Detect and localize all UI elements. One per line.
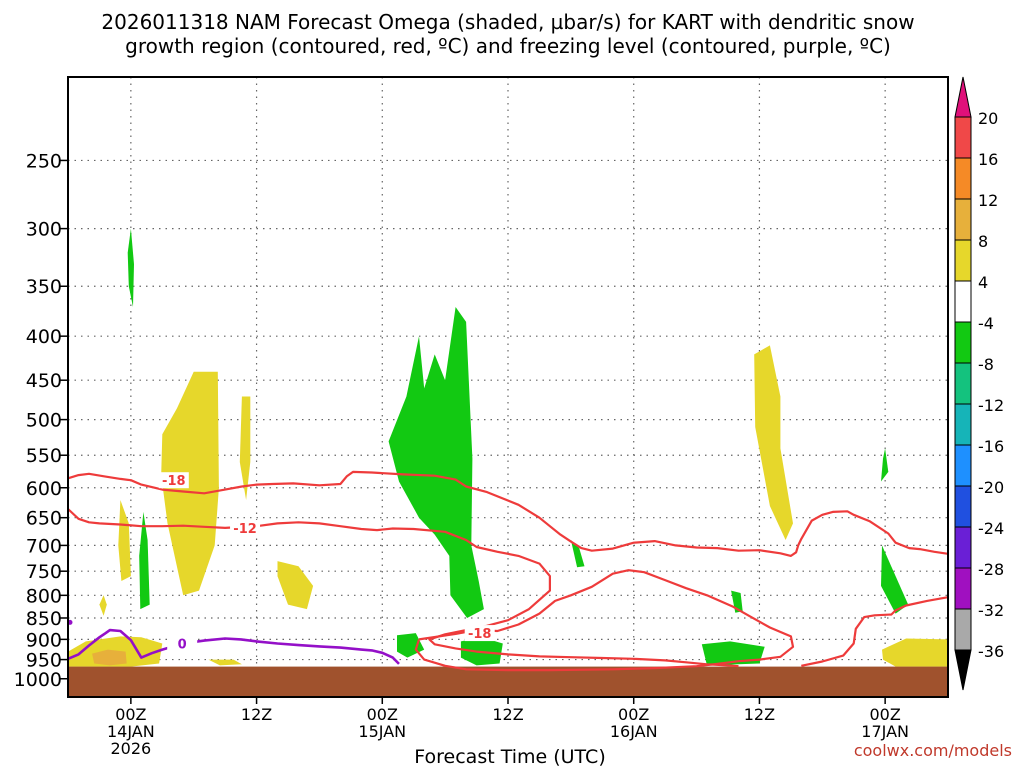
dgz-contour-0 [67,470,949,558]
colorbar-label-2: 12 [978,191,998,210]
dgz-contour-2 [414,569,795,672]
x-tick-label-72: 00Z 17JAN [861,705,909,741]
dgz-contour-1 [67,508,739,668]
y-tick-label-300: 300 [26,219,62,241]
omega-region-14 [754,345,793,540]
y-tick-label-600: 600 [26,478,62,500]
colorbar-box-2 [954,157,972,200]
colorbar-box-4 [954,239,972,282]
freezing-level-contour-label: 0 [178,637,187,652]
y-tick-label-750: 750 [26,561,62,583]
colorbar-label-6: -8 [978,355,994,374]
dgz-contour-1-label-bg [230,519,261,536]
y-tick-label-250: 250 [26,150,62,172]
colorbar-label-8: -16 [978,437,1004,456]
colorbar-box-9 [954,444,972,487]
omega-region-9 [731,590,743,613]
x-tick-label-0: 00Z 14JAN 2026 [107,705,155,758]
y-tick-label-400: 400 [26,326,62,348]
contour-layer: -18 -12 -18 0 [67,470,949,672]
x-tick-label-60: 12Z [744,705,775,724]
omega-fill-layer [68,228,948,697]
dgz-contour-1-label: -12 [233,522,257,537]
colorbar-bottom-arrow [954,649,972,691]
y-tick-label-550: 550 [26,445,62,467]
colorbar-box-5 [954,280,972,323]
colorbar-box-11 [954,526,972,569]
colorbar-label-10: -24 [978,519,1004,538]
omega-region-11 [161,371,219,596]
chart-title: 2026011318 NAM Forecast Omega (shaded, µ… [101,10,914,58]
x-tick-label-24: 00Z 15JAN [358,705,406,741]
omega-region-17 [208,659,242,666]
x-tick-label-48: 00Z 16JAN [610,705,658,741]
colorbar-label-12: -32 [978,601,1004,620]
omega-region-19 [92,649,127,666]
colorbar-box-6 [954,321,972,364]
colorbar-label-3: 8 [978,232,988,251]
omega-region-8 [570,540,585,568]
omega-region-15 [99,595,107,616]
colorbar-label-11: -28 [978,560,1004,579]
dgz-contour-0-label: -18 [162,474,186,489]
chart-title-line-1: 2026011318 NAM Forecast Omega (shaded, µ… [101,10,914,34]
colorbar-label-5: -4 [978,314,994,333]
omega-region-13 [277,561,314,610]
y-tick-label-800: 800 [26,585,62,607]
colorbar-box-8 [954,403,972,446]
omega-region-7 [881,545,909,614]
omega-region-0 [127,228,134,307]
freezing-level-contour-label-bg [167,635,198,652]
colorbar-box-7 [954,362,972,405]
dgz-contour-2-label-bg [464,625,495,642]
x-tick-label-36: 12Z [492,705,523,724]
x-axis-label: Forecast Time (UTC) [414,746,605,768]
y-tick-label-900: 900 [26,629,62,651]
colorbar-box-1 [954,116,972,159]
colorbar-box-3 [954,198,972,241]
omega-region-2 [388,307,484,618]
y-tick-label-1000: 1000 [14,669,62,691]
x-tick-label-12: 12Z [241,705,272,724]
colorbar: 20 16 12 8 4 -4 -8 -12 -16 -20 -24 -28 -32 -36 [954,76,1004,691]
colorbar-label-13: -36 [978,642,1004,661]
colorbar-label-7: -12 [978,396,1004,415]
y-tick-label-450: 450 [26,370,62,392]
colorbar-box-13 [954,608,972,651]
y-tick-label-950: 950 [26,650,62,672]
colorbar-label-1: 16 [978,150,998,169]
y-tick-label-650: 650 [26,508,62,530]
omega-region-12 [239,396,251,500]
omega-region-18 [882,638,948,667]
omega-region-6 [881,448,889,482]
colorbar-box-10 [954,485,972,528]
omega-region-10 [118,500,131,581]
colorbar-label-9: -20 [978,478,1004,497]
omega-region-1 [139,511,150,610]
chart-title-line-2: growth region (contoured, red, ºC) and f… [125,34,891,58]
dgz-contour-3 [801,596,949,667]
y-tick-label-700: 700 [26,535,62,557]
y-tick-label-500: 500 [26,410,62,432]
colorbar-label-0: 20 [978,109,998,128]
ground-shading [68,666,948,697]
dgz-contour-2-label: -18 [468,627,492,642]
colorbar-label-4: 4 [978,273,988,292]
axes-layer: 2503003504004505005506006507007508008509… [14,76,949,758]
freezing-level-contour [67,628,400,665]
colorbar-box-12 [954,567,972,610]
y-tick-label-850: 850 [26,608,62,630]
dgz-contour-0-label-bg [158,472,189,489]
site-credit: coolwx.com/models [854,741,1012,760]
y-tick-label-350: 350 [26,276,62,298]
